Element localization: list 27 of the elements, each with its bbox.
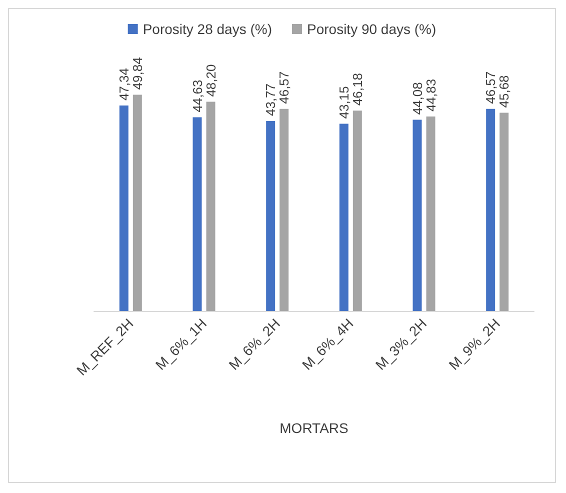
bar [352, 110, 362, 311]
legend-label: Porosity 90 days (%) [307, 21, 436, 37]
bar [266, 121, 276, 311]
bar [132, 94, 142, 311]
bar [280, 108, 289, 311]
data-label: 43,15 [336, 86, 352, 119]
data-label: 45,68 [496, 75, 512, 108]
data-label: 44,08 [410, 82, 425, 115]
data-label: 48,20 [203, 64, 218, 97]
data-label: 44,83 [423, 78, 438, 112]
data-label: 47,34 [116, 68, 132, 101]
data-label: 46,18 [350, 73, 365, 106]
data-label: 46,57 [483, 71, 498, 104]
bar [486, 108, 496, 311]
data-label: 49,84 [130, 57, 145, 90]
data-label: 46,57 [276, 71, 292, 104]
data-label: 44,63 [190, 80, 205, 112]
bar [192, 117, 202, 311]
bar [119, 106, 128, 311]
bar [412, 120, 422, 311]
legend-label: Porosity 28 days (%) [142, 21, 272, 37]
bar [500, 112, 509, 311]
x-axis-title: MORTARS [280, 420, 348, 436]
data-label: 43,77 [263, 83, 278, 116]
bar [339, 124, 348, 311]
bar [426, 116, 436, 311]
bar [206, 102, 216, 311]
